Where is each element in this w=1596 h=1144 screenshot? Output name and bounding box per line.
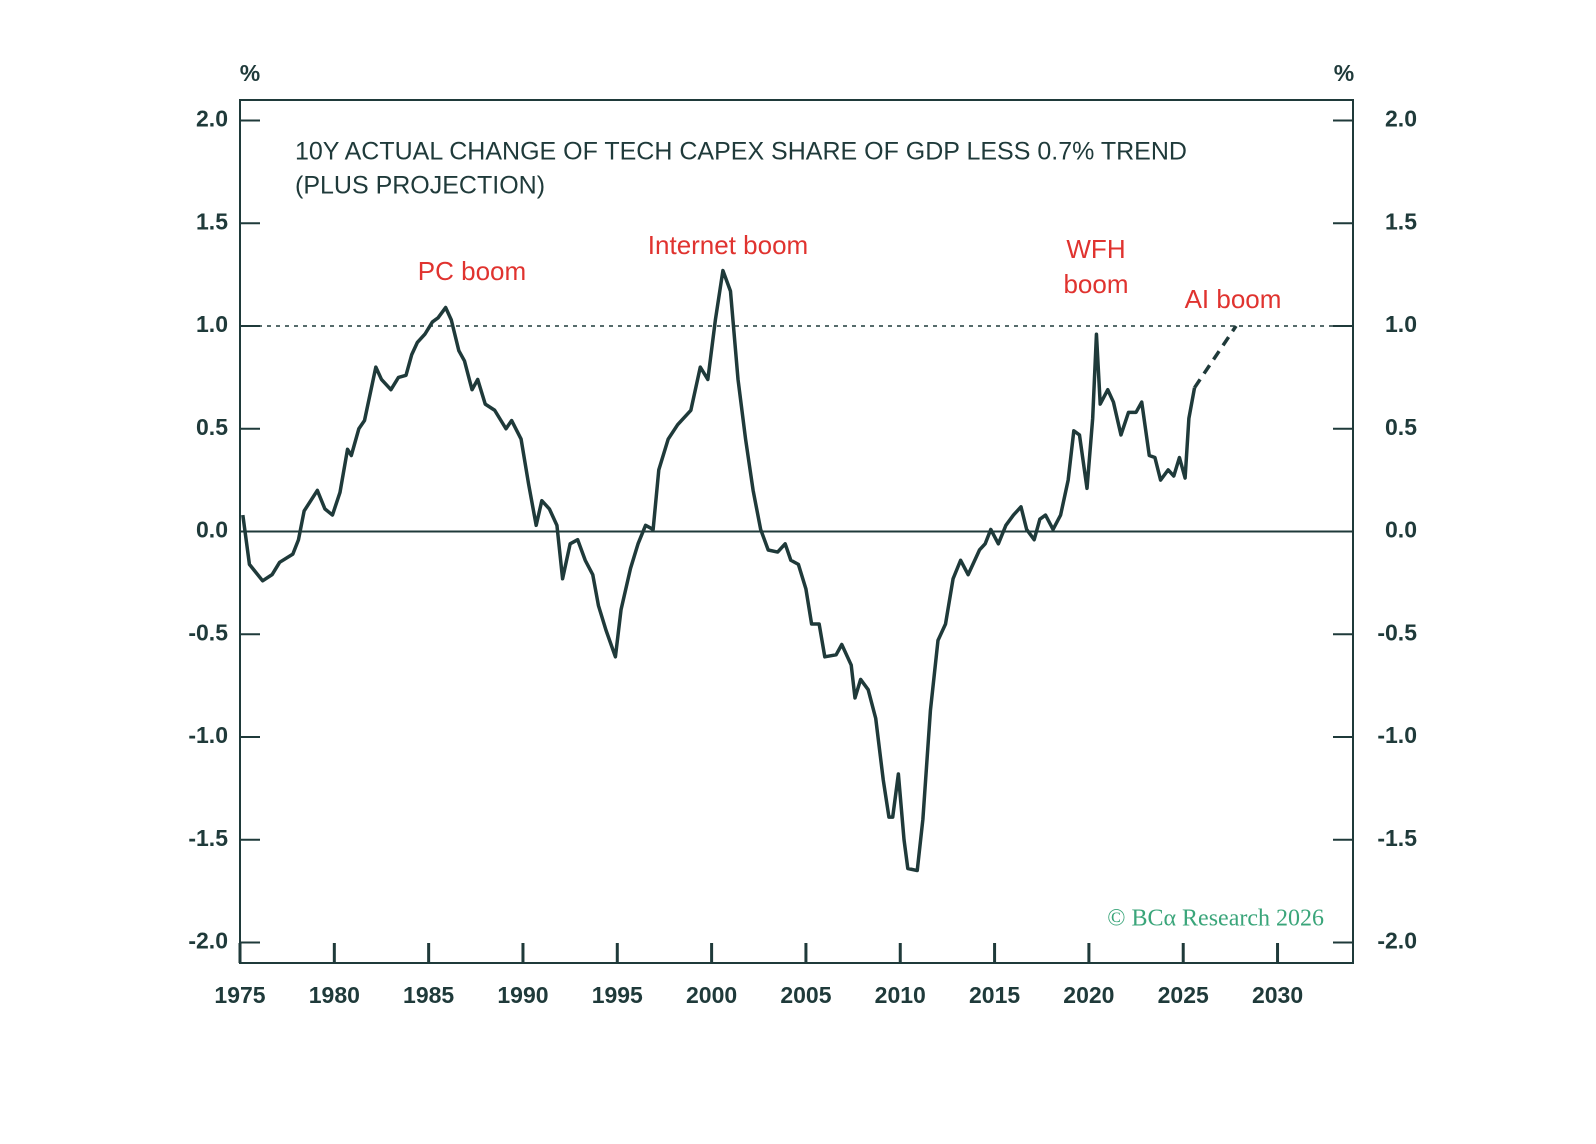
y-tick-label: 0.5 bbox=[196, 414, 228, 440]
annotation: WFH bbox=[1066, 234, 1125, 264]
x-tick-label: 2015 bbox=[969, 982, 1020, 1008]
y-tick-label: 0.0 bbox=[196, 517, 228, 543]
x-tick-label: 1990 bbox=[497, 982, 548, 1008]
y-tick-label: -0.5 bbox=[188, 619, 228, 645]
y2-tick-label: 0.5 bbox=[1385, 414, 1417, 440]
source: © BCα Research 2026 bbox=[1107, 906, 1324, 932]
x-tick-label: 2025 bbox=[1158, 982, 1209, 1008]
y2-tick-label: 0.0 bbox=[1385, 517, 1417, 543]
y-tick-label: -1.5 bbox=[188, 825, 228, 851]
data-line bbox=[241, 268, 1197, 873]
y2-tick-label: -2.0 bbox=[1377, 928, 1417, 954]
y2-tick-label: 1.5 bbox=[1385, 208, 1417, 234]
y2-axis-unit: % bbox=[1334, 60, 1354, 86]
y2-tick-label: 2.0 bbox=[1385, 106, 1417, 132]
chart-title: 10Y ACTUAL CHANGE OF TECH CAPEX SHARE OF… bbox=[295, 138, 1187, 166]
x-tick-label: 2030 bbox=[1252, 982, 1303, 1008]
y2-tick-label: -1.0 bbox=[1377, 722, 1417, 748]
x-tick-label: 2005 bbox=[780, 982, 831, 1008]
x-tick-label: 1975 bbox=[214, 982, 265, 1008]
x-tick-label: 1985 bbox=[403, 982, 454, 1008]
annotation: Internet boom bbox=[648, 230, 808, 260]
y2-tick-label: -0.5 bbox=[1377, 619, 1417, 645]
y-tick-label: -2.0 bbox=[188, 928, 228, 954]
annotation: PC boom bbox=[418, 256, 526, 286]
x-tick-label: 1980 bbox=[309, 982, 360, 1008]
annotation: AI boom bbox=[1185, 284, 1282, 314]
y-tick-label: 1.0 bbox=[196, 311, 228, 337]
x-tick-label: 2020 bbox=[1063, 982, 1114, 1008]
x-tick-label: 2010 bbox=[875, 982, 926, 1008]
y-tick-label: 1.5 bbox=[196, 208, 228, 234]
y-axis-unit: % bbox=[240, 60, 260, 86]
chart-title: (PLUS PROJECTION) bbox=[295, 172, 545, 200]
x-tick-label: 1995 bbox=[592, 982, 643, 1008]
y-tick-label: -1.0 bbox=[188, 722, 228, 748]
y-tick-label: 2.0 bbox=[196, 106, 228, 132]
annotation: boom bbox=[1063, 269, 1128, 299]
y2-tick-label: -1.5 bbox=[1377, 825, 1417, 851]
x-tick-label: 2000 bbox=[686, 982, 737, 1008]
projection-line bbox=[1193, 325, 1238, 389]
y2-tick-label: 1.0 bbox=[1385, 311, 1417, 337]
